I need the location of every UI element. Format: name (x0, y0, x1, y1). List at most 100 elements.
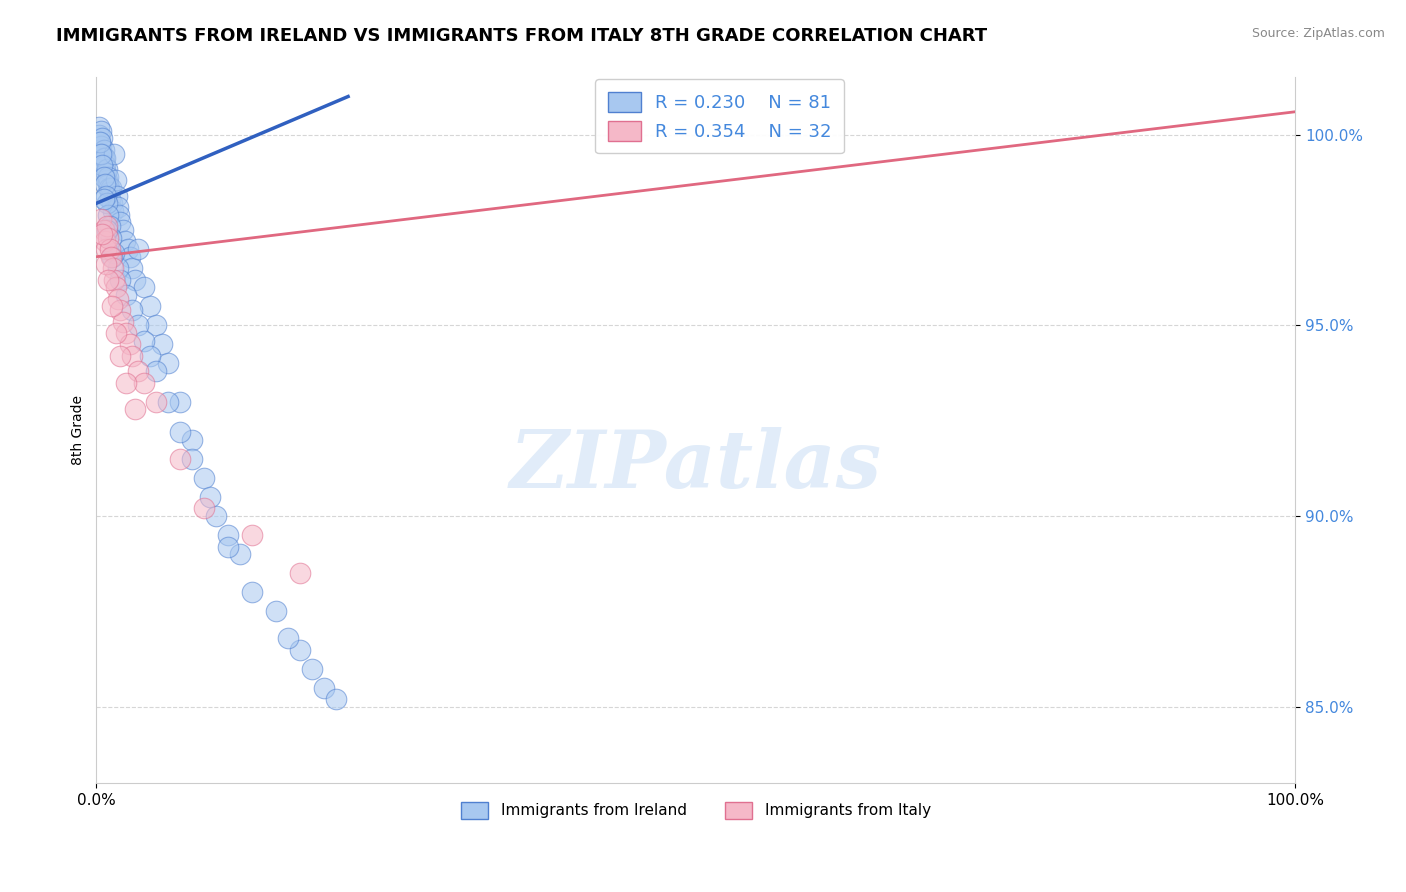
Point (169, 425, 191, 439)
Point (97, 181, 120, 195)
Point (98, 219, 121, 234)
Point (139, 349, 162, 363)
Point (115, 288, 138, 302)
Point (205, 509, 228, 524)
Point (181, 433, 204, 447)
Text: Source: ZipAtlas.com: Source: ZipAtlas.com (1251, 27, 1385, 40)
Point (98, 185, 121, 199)
Point (91, 146, 114, 161)
Point (145, 318, 167, 333)
Point (117, 242, 139, 256)
Point (90, 146, 112, 161)
Point (90, 139, 112, 153)
Point (240, 528, 263, 542)
Point (111, 223, 134, 237)
Point (134, 280, 156, 294)
Point (288, 566, 311, 581)
Point (134, 376, 156, 390)
Point (325, 692, 347, 706)
Point (110, 303, 132, 318)
Point (127, 242, 149, 256)
Point (94, 151, 117, 165)
Point (110, 215, 132, 229)
Point (264, 604, 287, 618)
Point (134, 334, 156, 348)
Point (108, 208, 131, 222)
Point (96, 161, 118, 176)
Point (93, 151, 115, 165)
Point (193, 501, 215, 516)
Point (101, 203, 124, 218)
Point (101, 261, 124, 276)
Point (93, 178, 115, 192)
Point (104, 173, 127, 187)
Point (314, 681, 336, 695)
Y-axis label: 8th Grade: 8th Grade (72, 395, 86, 466)
Point (181, 451, 204, 466)
Point (96, 219, 118, 234)
Point (96, 223, 118, 237)
Point (94, 188, 117, 202)
Point (124, 402, 146, 417)
Point (288, 642, 311, 657)
Point (97, 272, 120, 286)
Point (93, 143, 115, 157)
Point (91, 158, 114, 172)
Point (100, 181, 122, 195)
Point (104, 280, 127, 294)
Point (91, 227, 114, 241)
Point (97, 230, 120, 244)
Point (110, 272, 132, 286)
Point (89, 128, 111, 142)
Point (100, 230, 122, 244)
Point (118, 337, 141, 351)
Point (93, 158, 115, 172)
Point (121, 303, 143, 318)
Point (139, 299, 162, 313)
Point (93, 169, 115, 184)
Point (93, 235, 115, 249)
Point (107, 261, 129, 276)
Point (89, 136, 111, 150)
Point (301, 662, 323, 676)
Point (121, 349, 143, 363)
Point (121, 261, 143, 276)
Point (103, 272, 125, 286)
Point (169, 451, 191, 466)
Legend: Immigrants from Ireland, Immigrants from Italy: Immigrants from Ireland, Immigrants from… (454, 796, 936, 825)
Point (98, 242, 121, 256)
Text: IMMIGRANTS FROM IRELAND VS IMMIGRANTS FROM ITALY 8TH GRADE CORRELATION CHART: IMMIGRANTS FROM IRELAND VS IMMIGRANTS FR… (56, 27, 987, 45)
Point (105, 188, 128, 202)
Point (104, 326, 127, 340)
Point (90, 124, 112, 138)
Point (91, 154, 114, 169)
Point (107, 292, 129, 306)
Point (89, 136, 111, 150)
Point (217, 528, 239, 542)
Point (96, 173, 118, 187)
Point (157, 394, 180, 409)
Point (103, 146, 125, 161)
Point (229, 547, 252, 561)
Point (115, 376, 138, 390)
Point (103, 246, 125, 260)
Point (145, 364, 167, 378)
Point (98, 193, 121, 207)
Point (97, 169, 120, 184)
Point (101, 299, 124, 313)
Point (96, 196, 118, 211)
Point (127, 364, 149, 378)
Point (111, 314, 134, 328)
Point (127, 318, 149, 333)
Point (94, 242, 117, 256)
Point (90, 211, 112, 226)
Text: ZIPatlas: ZIPatlas (510, 426, 882, 504)
Point (97, 178, 120, 192)
Point (124, 272, 146, 286)
Point (150, 337, 173, 351)
Point (193, 471, 215, 485)
Point (87, 120, 110, 134)
Point (169, 394, 191, 409)
Point (217, 540, 239, 554)
Point (107, 200, 129, 214)
